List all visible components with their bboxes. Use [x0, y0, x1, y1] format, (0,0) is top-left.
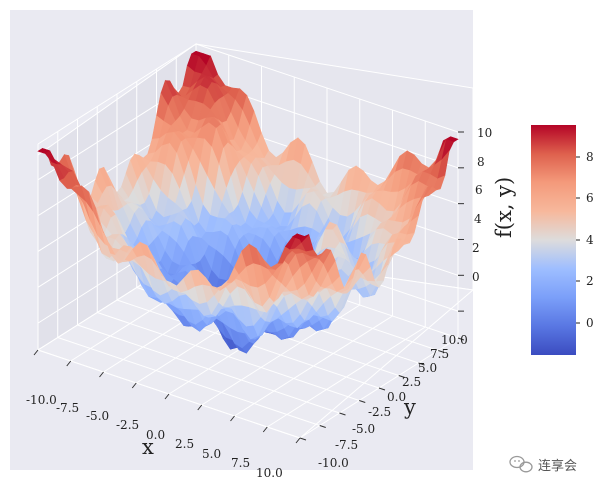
- y-tick-mark: [359, 400, 366, 403]
- y-tick-label: -10.0: [318, 456, 349, 470]
- x-tick-label: 2.5: [175, 437, 194, 451]
- grid-line: [37, 43, 197, 145]
- y-tick-mark: [418, 362, 425, 366]
- y-tick-label: -7.5: [335, 438, 358, 452]
- watermark: 连享会: [509, 455, 577, 474]
- surface-mesh: [37, 50, 459, 354]
- z-tick-label: 2: [472, 241, 480, 255]
- x-tick-label: -10.0: [26, 393, 57, 407]
- x-tick-mark: [33, 349, 39, 356]
- y-tick-label: -5.0: [352, 422, 375, 436]
- x-tick-mark: [295, 437, 301, 444]
- x-tick-label: -7.5: [56, 401, 79, 415]
- x-tick-mark: [66, 360, 72, 367]
- y-tick-label: 10.0: [441, 333, 468, 347]
- x-tick-mark: [164, 393, 170, 400]
- x-tick-mark: [99, 371, 104, 378]
- x-tick-mark: [230, 415, 235, 422]
- y-tick-mark: [378, 387, 386, 391]
- y-tick-label: 0.0: [387, 390, 406, 404]
- grid-line: [201, 304, 361, 406]
- x-tick-mark: [197, 404, 203, 411]
- colorbar-tick-label: 2: [586, 274, 594, 288]
- surface-patch: [292, 233, 306, 240]
- watermark-text: 连享会: [538, 458, 577, 474]
- z-tick-label: 6: [475, 183, 483, 197]
- grid-line: [195, 43, 459, 133]
- y-tick-mark: [299, 437, 307, 441]
- y-tick-mark: [438, 350, 445, 353]
- z-axis-ticks: 0 2 4 6 8 10: [472, 126, 492, 284]
- z-tick-label: 10: [477, 126, 492, 140]
- y-tick-label: 5.0: [418, 361, 437, 375]
- colorbar-tick-label: 4: [586, 233, 594, 247]
- x-tick-label: -5.0: [86, 409, 109, 423]
- colorbar-gradient: [531, 125, 576, 355]
- colorbar-tick-label: 6: [586, 191, 594, 205]
- z-tick-label: 8: [477, 155, 485, 169]
- x-tick-label: 0.0: [146, 428, 165, 442]
- y-tick-label: 2.5: [402, 375, 421, 389]
- z-axis-title: f(x, y): [492, 177, 516, 238]
- z-tick-label: 0: [472, 270, 480, 284]
- y-axis-ticks: -10.0 -7.5 -5.0 -2.5 0.0 2.5 5.0 7.5 10.…: [318, 333, 468, 470]
- y-tick-label: 7.5: [430, 347, 449, 361]
- y-tick-mark: [319, 425, 326, 428]
- x-tick-label: 10.0: [256, 466, 283, 480]
- y-tick-label: -2.5: [368, 405, 391, 419]
- wechat-icon: [509, 455, 533, 473]
- y-tick-mark: [339, 412, 346, 416]
- colorbar-tick-label: 8: [586, 150, 594, 164]
- x-tick-label: 5.0: [202, 447, 221, 461]
- grid-line: [266, 326, 426, 428]
- colorbar: 0 2 4 6 8: [531, 125, 594, 355]
- x-tick-label: 7.5: [231, 456, 250, 470]
- x-axis-title: x: [142, 435, 154, 459]
- x-tick-mark: [131, 382, 137, 389]
- grid-line: [234, 315, 393, 417]
- tick-marks: [33, 131, 465, 444]
- y-axis-title: y: [403, 395, 416, 419]
- y-tick-mark: [398, 375, 405, 378]
- y-tick-mark: [457, 337, 465, 341]
- z-tick-label: 4: [474, 212, 482, 226]
- x-tick-mark: [262, 426, 268, 433]
- x-axis-ticks: -10.0 -7.5 -5.0 -2.5 0.0 2.5 5.0 7.5 10.…: [26, 393, 283, 480]
- x-tick-label: -2.5: [116, 418, 139, 432]
- colorbar-tick-label: 0: [586, 316, 594, 330]
